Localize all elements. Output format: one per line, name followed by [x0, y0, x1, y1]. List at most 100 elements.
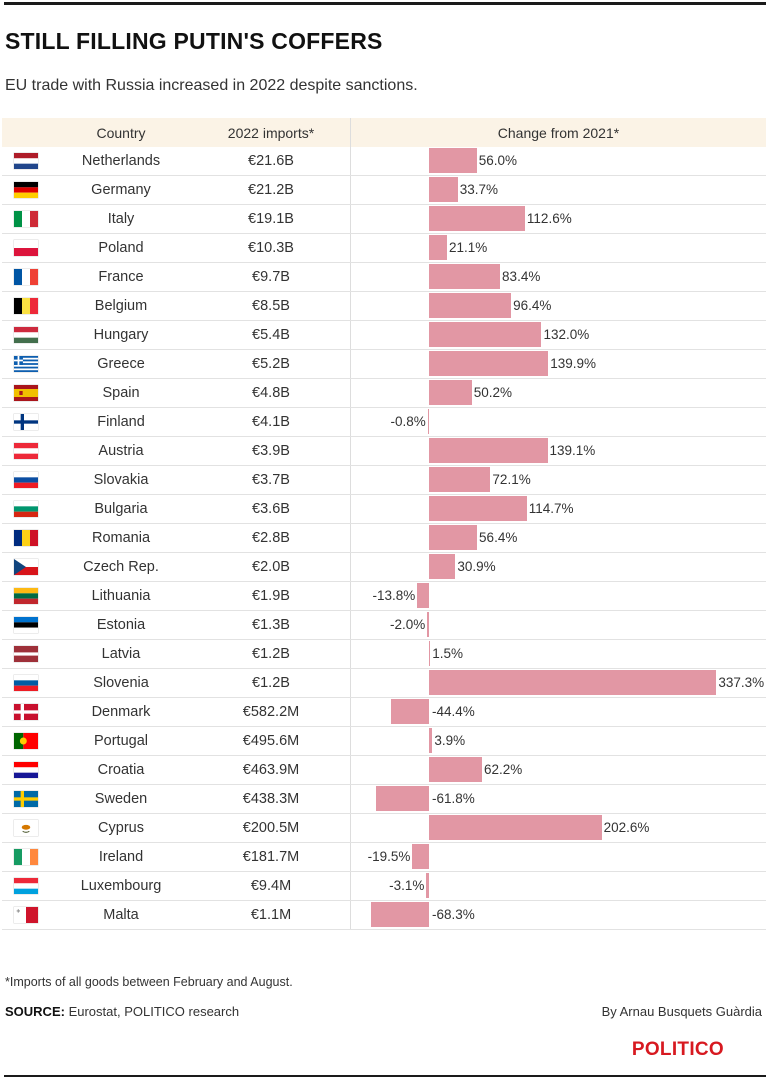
change-bar: [376, 786, 429, 811]
table-row: Latvia €1.2B 1.5%: [2, 639, 766, 669]
change-cell: -2.0%: [350, 610, 766, 640]
imports-value: €2.8B: [192, 523, 351, 553]
imports-value: €495.6M: [192, 726, 351, 756]
flag-cell: [2, 755, 50, 785]
flag-cell: [2, 147, 50, 176]
change-cell: 139.1%: [350, 436, 766, 466]
source-text: Eurostat, POLITICO research: [68, 1004, 240, 1019]
country-name: Portugal: [50, 726, 192, 756]
table-row: Belgium €8.5B 96.4%: [2, 291, 766, 321]
country-name: Hungary: [50, 320, 192, 350]
change-bar: [429, 815, 602, 840]
table-row: Slovakia €3.7B 72.1%: [2, 465, 766, 495]
estonia-flag-icon: [14, 617, 38, 634]
imports-value: €582.2M: [192, 697, 351, 727]
change-cell: 139.9%: [350, 349, 766, 379]
change-bar: [429, 264, 501, 289]
flag-cell: [2, 552, 50, 582]
source-line: SOURCE: Eurostat, POLITICO research: [5, 1004, 239, 1019]
table-row: Italy €19.1B 112.6%: [2, 204, 766, 234]
country-name: Lithuania: [50, 581, 192, 611]
table-row: Sweden €438.3M -61.8%: [2, 784, 766, 814]
source-label: SOURCE:: [5, 1004, 65, 1019]
imports-value: €9.7B: [192, 262, 351, 292]
change-cell: 56.4%: [350, 523, 766, 553]
country-name: Latvia: [50, 639, 192, 669]
change-cell: -68.3%: [350, 900, 766, 930]
change-cell: -61.8%: [350, 784, 766, 814]
flag-cell: [2, 639, 50, 669]
flag-cell: [2, 436, 50, 466]
table-row: Czech Rep. €2.0B 30.9%: [2, 552, 766, 582]
change-bar: [412, 844, 429, 869]
change-bar: [429, 525, 478, 550]
flag-cell: [2, 668, 50, 698]
table-row: Finland €4.1B -0.8%: [2, 407, 766, 437]
change-bar: [391, 699, 429, 724]
country-name: Cyprus: [50, 813, 192, 843]
spain-flag-icon: [14, 385, 38, 402]
change-label: 50.2%: [473, 385, 513, 400]
table-row: Netherlands €21.6B 56.0%: [2, 147, 766, 176]
change-label: 202.6%: [603, 820, 650, 835]
change-label: -44.4%: [432, 704, 475, 719]
bottom-rule: [4, 1075, 766, 1077]
change-bar: [426, 873, 429, 898]
change-label: 3.9%: [434, 733, 466, 748]
table-row: Slovenia €1.2B 337.3%: [2, 668, 766, 698]
flag-cell: [2, 726, 50, 756]
imports-value: €1.2B: [192, 639, 351, 669]
change-bar: [370, 902, 429, 927]
change-label: 1.5%: [432, 646, 464, 661]
table-row: Spain €4.8B 50.2%: [2, 378, 766, 408]
country-name: Estonia: [50, 610, 192, 640]
imports-value: €5.4B: [192, 320, 351, 350]
country-name: Romania: [50, 523, 192, 553]
flag-cell: [2, 871, 50, 901]
flag-cell: [2, 291, 50, 321]
table-row: Romania €2.8B 56.4%: [2, 523, 766, 553]
change-label: 62.2%: [483, 762, 523, 777]
change-cell: -44.4%: [350, 697, 766, 727]
imports-value: €2.0B: [192, 552, 351, 582]
change-cell: 202.6%: [350, 813, 766, 843]
change-label: 21.1%: [448, 240, 488, 255]
table-row: Germany €21.2B 33.7%: [2, 175, 766, 205]
flag-cell: [2, 813, 50, 843]
header-flag: [2, 118, 50, 147]
imports-value: €200.5M: [192, 813, 351, 843]
imports-value: €5.2B: [192, 349, 351, 379]
change-label: -68.3%: [432, 907, 475, 922]
header-change: Change from 2021*: [350, 118, 766, 147]
poland-flag-icon: [14, 240, 38, 257]
change-cell: 30.9%: [350, 552, 766, 582]
change-bar: [429, 293, 512, 318]
country-name: Netherlands: [50, 147, 192, 176]
table-row: Lithuania €1.9B -13.8%: [2, 581, 766, 611]
country-name: Slovakia: [50, 465, 192, 495]
change-bar: [429, 496, 527, 521]
country-name: Croatia: [50, 755, 192, 785]
change-label: -2.0%: [390, 617, 426, 632]
top-rule: [4, 2, 766, 5]
change-label: 56.0%: [478, 153, 517, 168]
change-bar: [429, 351, 549, 376]
bulgaria-flag-icon: [14, 501, 38, 518]
change-label: 112.6%: [526, 211, 572, 226]
country-name: Greece: [50, 349, 192, 379]
change-bar: [429, 438, 548, 463]
change-label: 72.1%: [492, 472, 531, 487]
imports-value: €463.9M: [192, 755, 351, 785]
table-row: France €9.7B 83.4%: [2, 262, 766, 292]
change-cell: 114.7%: [350, 494, 766, 524]
country-name: Germany: [50, 175, 192, 205]
change-cell: 83.4%: [350, 262, 766, 292]
imports-value: €4.1B: [192, 407, 351, 437]
country-name: Finland: [50, 407, 192, 437]
country-name: Slovenia: [50, 668, 192, 698]
data-table: Country 2022 imports* Change from 2021* …: [2, 118, 766, 930]
change-label: -0.8%: [390, 414, 426, 429]
change-cell: 1.5%: [350, 639, 766, 669]
netherlands-flag-icon: [14, 153, 38, 170]
change-label: 83.4%: [502, 269, 541, 284]
